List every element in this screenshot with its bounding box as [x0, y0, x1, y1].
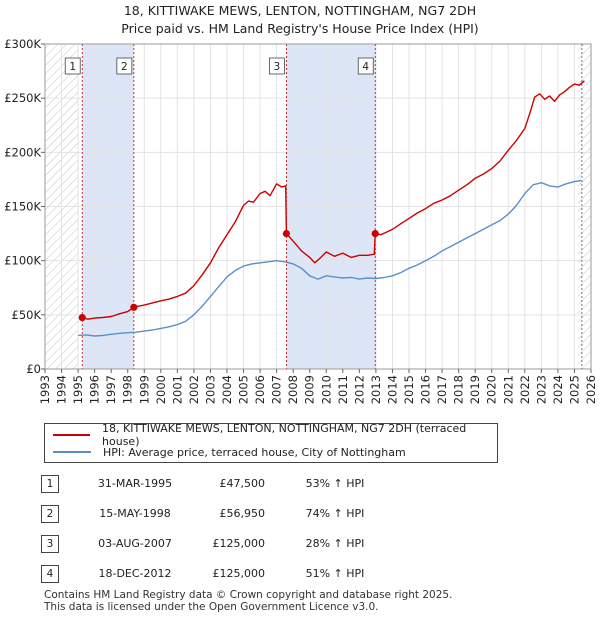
sale-price: £56,950 — [219, 507, 266, 520]
chart-title-line1: 18, KITTIWAKE MEWS, LENTON, NOTTINGHAM, … — [123, 3, 477, 18]
x-tick-label: 1996 — [88, 375, 102, 404]
sale-date: 15-MAY-1998 — [99, 507, 171, 520]
sale-label-2: 2 — [116, 57, 133, 75]
x-tick-label: 2013 — [369, 375, 383, 404]
sale-price: £47,500 — [219, 477, 266, 490]
sale-hpi-change: 74% ↑ HPI — [305, 507, 365, 520]
y-tick-label: £250K — [4, 91, 41, 105]
sale-label-box — [116, 57, 133, 75]
footer-copyright: Contains HM Land Registry data © Crown c… — [44, 589, 453, 601]
y-tick-label: £50K — [12, 308, 42, 322]
table-row: 1 31-MAR-1995 £47,500 53% ↑ HPI — [0, 475, 600, 499]
x-tick-label: 2020 — [485, 375, 499, 404]
x-tick-label: 1997 — [104, 375, 118, 404]
x-tick-label: 2016 — [419, 375, 433, 404]
x-tick-label: 2022 — [518, 375, 532, 404]
x-tick-label: 2021 — [501, 375, 515, 404]
x-tick-label: 2014 — [385, 375, 399, 404]
x-tick-label: 2008 — [286, 375, 300, 404]
sale-date: 03-AUG-2007 — [98, 537, 172, 550]
sale-label-3: 3 — [268, 57, 285, 75]
x-tick-label: 2009 — [303, 375, 317, 404]
legend-swatch-property — [53, 434, 91, 436]
table-row: 2 15-MAY-1998 £56,950 74% ↑ HPI — [0, 505, 600, 529]
x-tick-label: 2002 — [187, 375, 201, 404]
x-tick-label: 1999 — [137, 375, 151, 404]
sale-point — [371, 229, 379, 238]
x-tick-label: 2011 — [336, 375, 350, 404]
sale-label-box — [64, 57, 81, 75]
sale-label-number: 3 — [274, 61, 281, 73]
sale-hpi-change: 51% ↑ HPI — [305, 567, 365, 580]
x-tick-label: 1994 — [55, 375, 69, 404]
sale-label-box — [268, 57, 285, 75]
x-tick-label: 1998 — [121, 375, 135, 404]
legend-swatch-hpi — [53, 451, 91, 453]
sale-point — [130, 303, 138, 311]
sale-label-4: 4 — [357, 57, 374, 75]
legend-label-property: 18, KITTIWAKE MEWS, LENTON, NOTTINGHAM, … — [102, 422, 467, 448]
sale-number: 3 — [41, 535, 59, 553]
footer-licence: This data is licensed under the Open Gov… — [44, 601, 379, 613]
x-tick-label: 2023 — [534, 375, 548, 404]
x-tick-label: 2017 — [435, 375, 449, 404]
x-tick-label: 2000 — [154, 375, 168, 404]
y-tick-label: £200K — [4, 145, 41, 159]
sale-number: 4 — [41, 565, 59, 583]
table-row: 3 03-AUG-2007 £125,000 28% ↑ HPI — [0, 535, 600, 559]
x-tick-label: 2007 — [270, 375, 284, 404]
y-tick-label: £100K — [4, 254, 41, 268]
x-tick-label: 2025 — [567, 375, 581, 404]
property-price-line — [82, 80, 585, 320]
sale-point — [78, 313, 86, 322]
x-tick-label: 2015 — [402, 375, 416, 404]
sale-label-number: 1 — [69, 61, 76, 73]
x-tick-label: 2006 — [253, 375, 267, 404]
x-tick-label: 2001 — [170, 375, 184, 404]
sale-label-number: 4 — [362, 61, 369, 73]
y-tick-label: £300K — [4, 37, 41, 51]
x-tick-label: 2024 — [551, 375, 565, 404]
y-tick-label: £150K — [4, 200, 41, 214]
x-tick-label: 2003 — [203, 375, 217, 404]
sale-number: 2 — [41, 505, 59, 523]
x-tick-label: 2005 — [237, 375, 251, 404]
chart-title-line2: Price paid vs. HM Land Registry's House … — [121, 21, 479, 36]
legend-label-hpi: HPI: Average price, terraced house, City… — [103, 445, 406, 459]
x-tick-label: 2004 — [220, 375, 234, 404]
sale-label-number: 2 — [121, 61, 128, 73]
legend-item-hpi: HPI: Average price, terraced house, City… — [53, 444, 406, 460]
sale-label-1: 1 — [64, 57, 81, 75]
sale-number: 1 — [41, 475, 59, 493]
sale-point — [282, 229, 290, 238]
sale-hpi-change: 28% ↑ HPI — [305, 537, 365, 550]
sale-price: £125,000 — [212, 537, 266, 550]
chart-legend: 18, KITTIWAKE MEWS, LENTON, NOTTINGHAM, … — [44, 422, 498, 463]
x-tick-label: 2012 — [352, 375, 366, 404]
sale-hpi-change: 53% ↑ HPI — [305, 477, 365, 490]
x-tick-label: 2018 — [452, 375, 466, 404]
sale-date: 18-DEC-2012 — [98, 567, 172, 580]
sale-date: 31-MAR-1995 — [97, 477, 173, 490]
x-tick-label: 2026 — [584, 375, 598, 404]
table-row: 4 18-DEC-2012 £125,000 51% ↑ HPI — [0, 565, 600, 589]
x-tick-label: 2010 — [319, 375, 333, 404]
y-tick-label: £0 — [26, 362, 41, 376]
hpi-line — [78, 179, 582, 337]
price-chart: 1 2 3 4 £0 £50K £100K £150K £200K £250K £300K 1993… — [4, 37, 598, 404]
sale-label-box — [357, 57, 374, 75]
legend-item-property: 18, KITTIWAKE MEWS, LENTON, NOTTINGHAM, … — [53, 422, 497, 448]
sale-price: £125,000 — [212, 567, 266, 580]
x-tick-label: 1993 — [38, 375, 52, 404]
x-tick-label: 2019 — [468, 375, 482, 404]
x-tick-label: 1995 — [71, 375, 85, 404]
